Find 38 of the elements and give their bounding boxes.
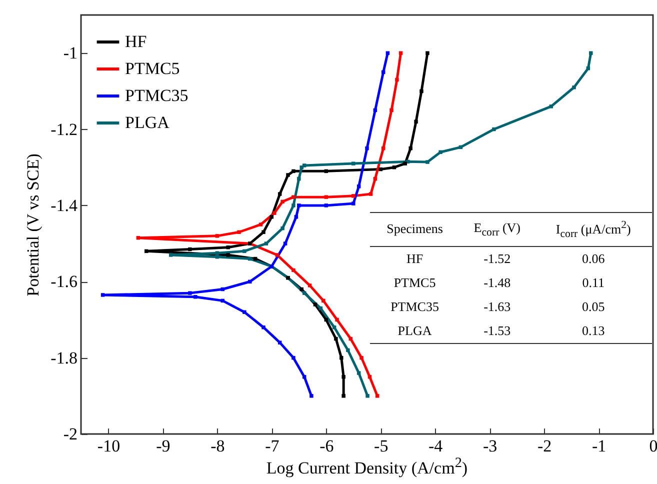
- x-tick-label: -9: [156, 436, 170, 456]
- x-tick-label: -8: [210, 436, 225, 456]
- y-tick-label: -1.4: [50, 196, 78, 215]
- y-tick-label: -1.6: [50, 272, 78, 292]
- legend-label: PLGA: [125, 113, 170, 132]
- annotation: -1.48: [482, 274, 512, 292]
- y-tick-label: -1: [63, 44, 78, 63]
- annotation: PTMC35: [390, 298, 440, 316]
- y-tick-label: -1.8: [50, 348, 78, 368]
- annotation: -1.53: [460, 318, 535, 344]
- legend-label: PTMC35: [125, 86, 188, 105]
- annotation: PTMC5: [392, 274, 437, 292]
- y-tick-label: -2: [63, 424, 78, 444]
- annotation: I$_{corr}$ (μA/cm$^{2}$): [534, 212, 652, 246]
- annotation: 0.05: [581, 298, 606, 316]
- annotation: 0.11: [581, 274, 606, 292]
- annotation: 0.06: [581, 250, 606, 268]
- x-tick-label: -7: [265, 436, 280, 456]
- x-tick-label: -4: [428, 436, 444, 456]
- legend-label: PTMC5: [125, 59, 180, 78]
- y-axis-title: Potential (V vs SCE): [24, 154, 43, 296]
- legend-label: HF: [125, 32, 147, 51]
- x-tick-label: -5: [374, 436, 388, 456]
- x-tick-label: -2: [537, 436, 552, 456]
- x-tick-label: -1: [592, 436, 606, 456]
- x-tick-label: -6: [320, 436, 334, 456]
- annotation: -1.52: [482, 250, 512, 268]
- y-tick-label: -1.2: [50, 120, 78, 139]
- x-tick-label: -10: [97, 436, 120, 456]
- annotation: PLGA: [370, 318, 460, 344]
- annotation: 0.13: [534, 318, 652, 344]
- x-tick-label: 0: [649, 436, 657, 456]
- annotation: -1.63: [482, 298, 512, 316]
- annotation: E$_{corr}$ (V): [460, 212, 535, 246]
- annotation: HF: [405, 250, 424, 268]
- x-axis-title: Log Current Density (A/cm$^{2}$): [265, 455, 469, 479]
- x-tick-label: -3: [482, 436, 498, 456]
- annotation: Specimens: [370, 212, 460, 246]
